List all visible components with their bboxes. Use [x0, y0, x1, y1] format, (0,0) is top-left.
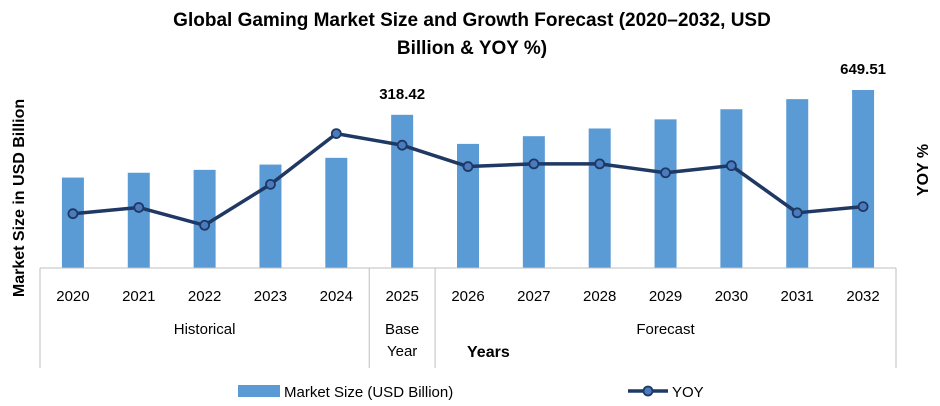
- data-label-2025: 318.42: [379, 86, 425, 103]
- yoy-point-2021: [133, 202, 145, 213]
- bar-2022: [193, 169, 216, 268]
- bar-2021: [127, 172, 150, 268]
- yoy-point-2026: [462, 161, 474, 172]
- group-label-base-year: Year: [387, 343, 417, 360]
- chart-title-line1: Global Gaming Market Size and Growth For…: [173, 10, 771, 31]
- yoy-point-2032: [857, 201, 869, 212]
- legend-label-market-size: Market Size (USD Billion): [284, 384, 453, 401]
- yoy-point-2022: [199, 219, 211, 231]
- x-axis: 2020 2021 2022 2023 2024 2025 2026 2027 2028 2029…: [39, 267, 897, 368]
- data-labels: 318.42 649.51: [379, 61, 886, 103]
- legend-label-yoy: YOY: [672, 384, 704, 401]
- yoy-point-2027: [528, 158, 540, 170]
- bar-2020: [61, 177, 84, 268]
- x-tick-label-2027: 2027: [517, 288, 550, 305]
- x-tick-label-2022: 2022: [188, 288, 221, 305]
- bar-2024: [325, 157, 348, 268]
- x-tick-label-2025: 2025: [385, 288, 418, 305]
- legend-swatch-market-size: [238, 385, 280, 397]
- group-label-historical: Historical: [174, 321, 236, 338]
- y-axis-label: Market Size in USD Billion: [11, 99, 28, 297]
- x-tick-label-2026: 2026: [451, 288, 484, 305]
- chart-title-line2: Billion & YOY %): [397, 38, 547, 59]
- y2-axis-label: YOY %: [915, 144, 932, 196]
- bar-2023: [259, 164, 282, 268]
- x-tick-label-2032: 2032: [846, 288, 879, 305]
- x-tick-label-2023: 2023: [254, 288, 287, 305]
- bar-2028: [588, 128, 611, 268]
- x-tick-label-2020: 2020: [56, 288, 89, 305]
- x-tick-label-2030: 2030: [715, 288, 748, 305]
- group-label-forecast: Forecast: [636, 321, 695, 338]
- bar-2026: [457, 143, 479, 268]
- legend-swatch-yoy-marker: [642, 385, 654, 397]
- bar-2032: [852, 90, 875, 268]
- x-axis-label: Years: [467, 344, 510, 361]
- x-tick-label-2021: 2021: [122, 288, 155, 305]
- category-groups: Historical Base Year Forecast: [174, 321, 696, 360]
- bar-2027: [522, 136, 545, 268]
- x-tick-label-2024: 2024: [320, 288, 353, 305]
- yoy-point-2025: [396, 139, 408, 151]
- yoy-point-2028: [594, 158, 606, 170]
- yoy-line-series: [67, 128, 869, 231]
- data-label-2032: 649.51: [840, 61, 886, 78]
- x-tick-label-2028: 2028: [583, 288, 616, 305]
- yoy-point-2030: [725, 160, 737, 172]
- yoy-point-2031: [791, 207, 803, 219]
- group-label-base-year: Base: [385, 321, 419, 338]
- x-tick-label-2029: 2029: [649, 288, 682, 305]
- yoy-point-2024: [330, 128, 342, 140]
- yoy-point-2020: [67, 208, 79, 220]
- yoy-point-2029: [660, 167, 671, 179]
- legend: Market Size (USD Billion) YOY: [238, 384, 704, 401]
- bar-2030: [720, 109, 743, 268]
- x-tick-label-2031: 2031: [781, 288, 814, 305]
- bar-2031: [786, 99, 809, 269]
- yoy-point-2023: [265, 178, 276, 190]
- bar-2025: [391, 114, 414, 268]
- bar-2029: [654, 119, 677, 268]
